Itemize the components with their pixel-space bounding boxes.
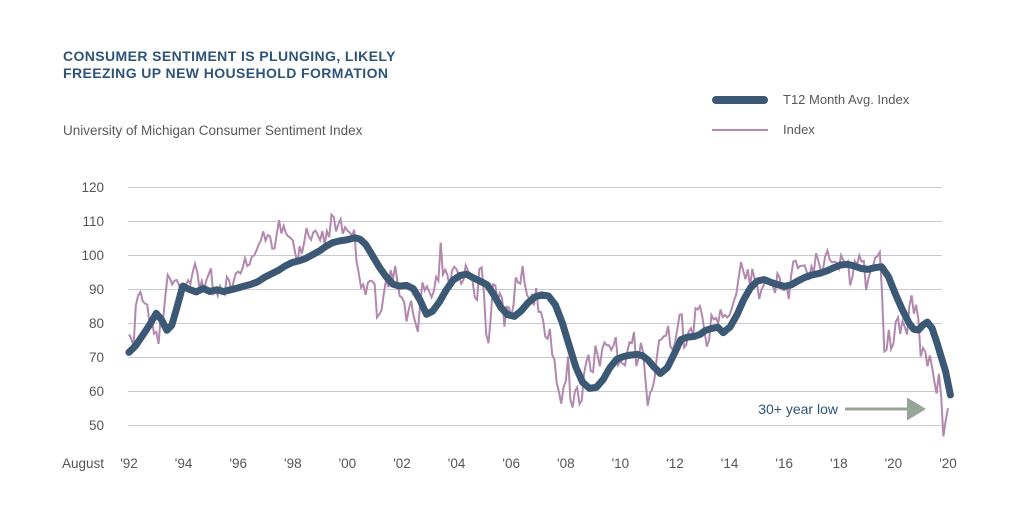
x-tick-label: '00 [339, 456, 357, 471]
x-tick-label: '14 [721, 456, 739, 471]
x-tick-label: '98 [284, 456, 302, 471]
legend-label-index: Index [783, 122, 815, 137]
x-tick-label: '16 [775, 456, 793, 471]
arrow-right-icon [845, 397, 926, 421]
legend: T12 Month Avg. Index Index [712, 92, 910, 153]
annotation-arrow-head [907, 397, 926, 421]
x-tick-label: '18 [830, 456, 848, 471]
y-tick-label: 120 [81, 180, 104, 195]
annotation-label: 30+ year low [758, 401, 839, 417]
x-tick-label: '20 [939, 456, 957, 471]
x-axis-month-label: August [62, 456, 104, 471]
x-tick-label: '10 [612, 456, 630, 471]
index-line-swatch [712, 128, 768, 131]
chart-title-line-1: Consumer sentiment is plunging, likely [63, 48, 396, 64]
y-tick-label: 70 [89, 350, 104, 365]
x-tick-label: '94 [175, 456, 193, 471]
chart-header: Consumer sentiment is plunging, likely f… [63, 48, 396, 82]
x-tick-label: '02 [393, 456, 411, 471]
x-tick-label: '20 [885, 456, 903, 471]
y-tick-label: 110 [82, 214, 104, 229]
chart-subtitle: University of Michigan Consumer Sentimen… [63, 123, 363, 138]
y-tick-label: 100 [81, 248, 104, 263]
x-tick-label: '96 [229, 456, 247, 471]
x-tick-label: '92 [120, 456, 138, 471]
y-tick-label: 90 [89, 282, 104, 297]
t12-avg-line-swatch [712, 95, 768, 104]
x-tick-label: '08 [557, 456, 575, 471]
legend-item-index: Index [712, 122, 909, 137]
chart-title-line-2: freezing up new household formation [63, 65, 389, 81]
annotation-arrow-shaft [845, 407, 907, 411]
x-tick-label: '06 [502, 456, 520, 471]
legend-label-t12-avg: T12 Month Avg. Index [783, 92, 910, 107]
legend-item-t12-avg: T12 Month Avg. Index [712, 92, 910, 107]
y-tick-label: 80 [89, 316, 104, 331]
index-line [128, 212, 949, 437]
y-tick-label: 50 [89, 418, 104, 433]
x-tick-label: '12 [666, 456, 684, 471]
t12-avg-line [125, 234, 954, 399]
x-tick-label: '04 [448, 456, 466, 471]
y-tick-label: 60 [89, 384, 104, 399]
